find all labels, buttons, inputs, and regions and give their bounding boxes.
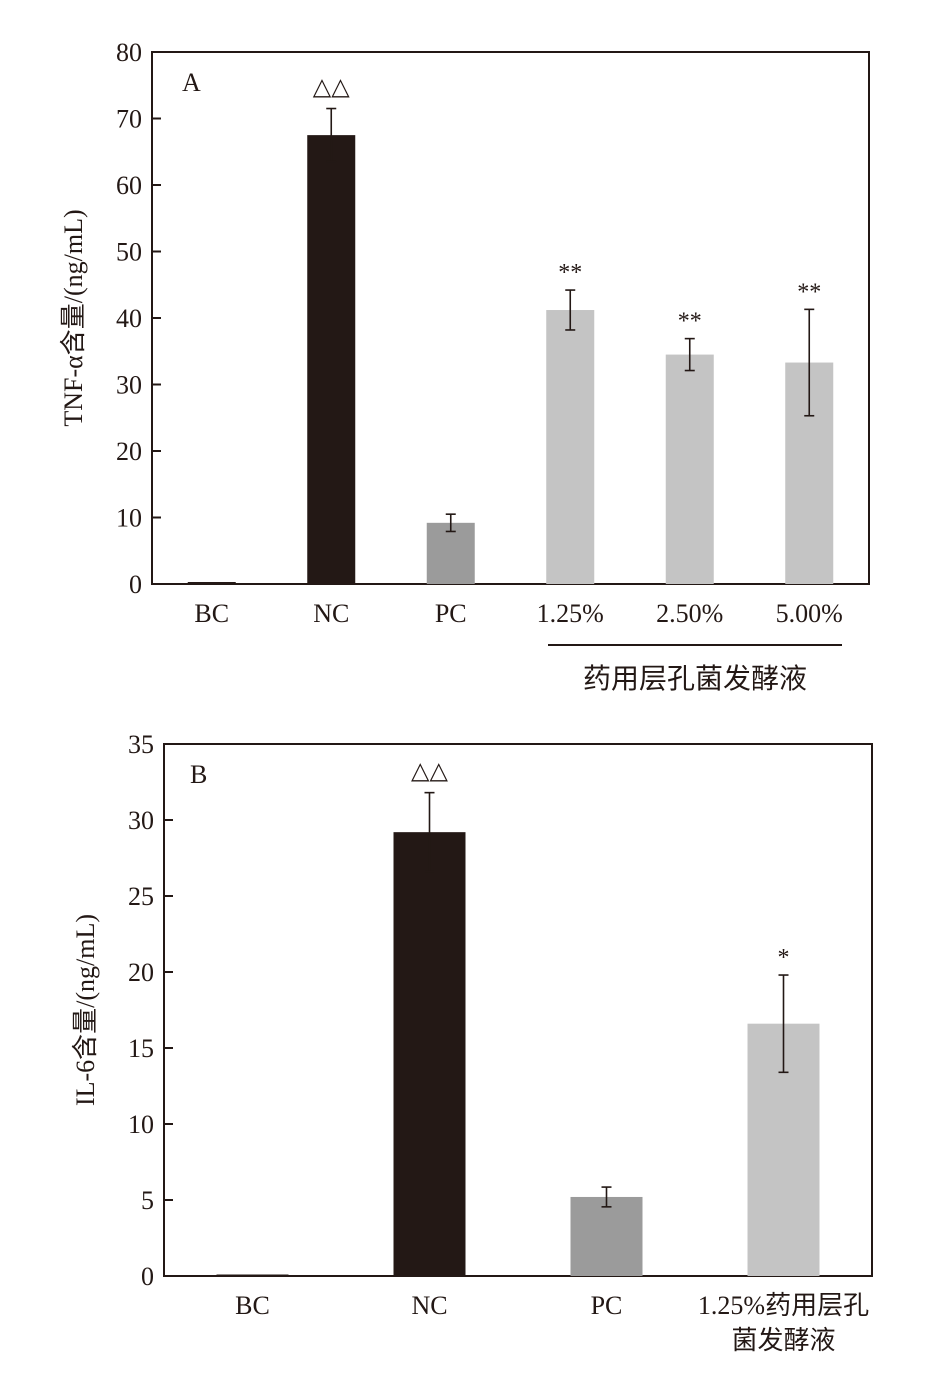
bar	[187, 582, 236, 584]
significance-mark: △△	[411, 759, 448, 785]
y-tick-label: 40	[116, 304, 142, 333]
y-tick-label: 5	[141, 1186, 154, 1215]
bar	[570, 1196, 643, 1276]
y-tick-label: 10	[128, 1110, 154, 1139]
plot-frame	[163, 743, 873, 1277]
group-label: 药用层孔菌发酵液	[583, 663, 807, 695]
x-category-label-line: NC	[411, 1291, 447, 1320]
bar	[426, 522, 475, 584]
x-category-label: PC	[591, 1291, 623, 1320]
x-category-label-line: PC	[591, 1291, 623, 1320]
x-category-label: 5.00%	[776, 599, 843, 628]
x-category-label-line: 1.25%药用层孔	[698, 1291, 869, 1320]
significance-mark: **	[558, 260, 582, 286]
x-category-label: PC	[435, 599, 467, 628]
bar	[665, 354, 714, 584]
y-tick-label: 30	[116, 371, 142, 400]
bar	[216, 1274, 289, 1276]
y-axis-title: IL-6含量/(ng/mL)	[71, 914, 100, 1106]
significance-mark: *	[778, 945, 790, 971]
x-category-label: NC	[411, 1291, 447, 1320]
y-tick-label: 80	[116, 38, 142, 67]
significance-mark: △△	[313, 75, 350, 101]
plot-frame	[151, 51, 870, 585]
x-category-label: BC	[194, 599, 229, 628]
y-tick-label: 10	[116, 504, 142, 533]
y-tick-label: 15	[128, 1034, 154, 1063]
y-tick-label: 50	[116, 238, 142, 267]
x-category-label: NC	[313, 599, 349, 628]
y-tick-label: 0	[141, 1262, 154, 1291]
x-category-label-line: 菌发酵液	[731, 1326, 835, 1355]
bar	[393, 832, 466, 1276]
x-category-label: 1.25%	[537, 599, 604, 628]
y-tick-label: 35	[128, 730, 154, 759]
y-tick-label: 60	[116, 171, 142, 200]
y-axis-title: TNF-α含量/(ng/mL)	[59, 209, 88, 426]
x-category-label: 1.25%药用层孔菌发酵液	[698, 1291, 869, 1355]
significance-mark: **	[797, 279, 821, 305]
x-category-label-line: BC	[235, 1291, 270, 1320]
y-tick-label: 70	[116, 105, 142, 134]
bar	[546, 310, 595, 584]
bar	[307, 135, 356, 584]
significance-mark: **	[678, 309, 702, 335]
y-tick-label: 20	[116, 437, 142, 466]
y-tick-label: 20	[128, 958, 154, 987]
y-tick-label: 30	[128, 806, 154, 835]
panel-letter: A	[182, 68, 201, 97]
y-tick-label: 25	[128, 882, 154, 911]
panel-a-tnf-alpha-chart: 0 10 20 30 40 50 60 70 80 TNF-α含量/(ng/mL) A BC △△ NC P…	[59, 38, 870, 695]
x-category-label: BC	[235, 1291, 270, 1320]
panel-b-il6-chart: 0 5 10 15 20 25 30 35 IL-6含量/(ng/mL) B BC △△ NC PC * 1.…	[71, 730, 873, 1355]
x-category-label: 2.50%	[656, 599, 723, 628]
y-tick-label: 0	[129, 570, 142, 599]
panel-letter: B	[190, 760, 207, 789]
